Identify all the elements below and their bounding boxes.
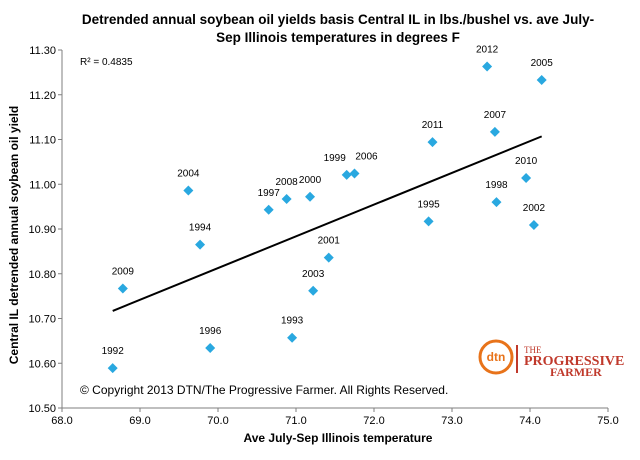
dtn-logo-text: dtn <box>487 350 506 364</box>
data-point-marker <box>341 169 352 180</box>
data-point-marker <box>536 74 547 85</box>
data-point-label: 2011 <box>422 120 444 131</box>
data-point-label: 1994 <box>189 223 212 234</box>
data-point-label: 1995 <box>417 199 440 210</box>
data-point-marker <box>117 283 128 294</box>
x-axis-title: Ave July-Sep Illinois temperature <box>244 431 433 445</box>
plot-area: 68.0 69.0 70.0 71.0 72.0 73.0 74.0 75.0 10.50 10.… <box>28 45 618 427</box>
data-point-marker <box>263 204 274 215</box>
data-point-label: 1998 <box>485 180 508 191</box>
y-tick-label: 11.20 <box>29 90 56 102</box>
data-point-label: 1997 <box>258 188 281 199</box>
data-point-label: 2010 <box>515 156 538 167</box>
dtn-logo-circle <box>478 339 514 375</box>
y-axis-title: Central IL detrended annual soybean oil … <box>7 106 21 365</box>
data-point-marker <box>323 252 334 263</box>
x-tick-label: 74.0 <box>519 415 540 427</box>
trendline <box>112 135 543 312</box>
y-tick-label: 10.60 <box>28 358 56 370</box>
data-point-marker <box>489 126 500 137</box>
y-tick-label: 10.70 <box>28 314 56 326</box>
data-point-marker <box>305 191 316 202</box>
data-point-marker <box>349 168 360 179</box>
data-point-label: 1999 <box>324 153 347 164</box>
data-point-marker <box>195 239 206 250</box>
data-point-label: 2006 <box>355 152 378 163</box>
data-point-marker <box>183 185 194 196</box>
data-point-label: 2001 <box>318 236 341 247</box>
y-tick-label: 10.90 <box>28 224 56 236</box>
x-tick-label: 75.0 <box>597 415 618 427</box>
data-point-marker <box>107 363 118 374</box>
data-point-label: 2004 <box>177 169 200 180</box>
data-point-label: 2007 <box>484 110 507 121</box>
data-point-marker <box>205 343 216 354</box>
data-point-label: 1996 <box>199 326 222 337</box>
x-tick-label: 73.0 <box>441 415 462 427</box>
chart-title-line-2: Sep Illinois temperatures in degrees F <box>216 30 460 45</box>
data-point-label: 2012 <box>476 45 499 56</box>
data-point-marker <box>423 216 434 227</box>
chart-title-line-1: Detrended annual soybean oil yields basi… <box>82 12 594 27</box>
x-tick-label: 71.0 <box>285 415 306 427</box>
x-tick-label: 72.0 <box>363 415 384 427</box>
data-point-marker <box>482 61 493 72</box>
logo-line-farmer: FARMER <box>550 365 602 379</box>
data-point-marker <box>287 332 298 343</box>
x-tick-label: 70.0 <box>207 415 228 427</box>
data-point-marker <box>521 172 532 183</box>
data-point-label: 1993 <box>281 316 304 327</box>
data-point-label: 2002 <box>523 203 546 214</box>
y-tick-label: 10.80 <box>28 269 56 281</box>
logo-line-the: THE <box>524 345 542 355</box>
progressive-farmer-logo: dtn THE PROGRESSIVE FARMER <box>478 339 624 379</box>
data-point-marker <box>528 219 539 230</box>
copyright-notice: © Copyright 2013 DTN/The Progressive Far… <box>80 383 448 397</box>
y-tick-label: 11.30 <box>29 45 56 57</box>
x-tick-label: 69.0 <box>129 415 150 427</box>
data-point-label: 2003 <box>302 269 325 280</box>
r-squared-label: R² = 0.4835 <box>80 57 133 68</box>
data-point-label: 1992 <box>102 346 125 357</box>
data-point-label: 2000 <box>299 175 322 186</box>
data-point-marker <box>281 194 292 205</box>
logo-line-progressive: PROGRESSIVE <box>524 354 624 369</box>
data-point-label: 2009 <box>112 267 135 278</box>
data-point-label: 2008 <box>276 177 299 188</box>
logo-divider <box>516 345 518 373</box>
data-point-marker <box>491 197 502 208</box>
y-tick-label: 10.50 <box>28 403 56 415</box>
data-point-marker <box>308 285 319 296</box>
y-tick-label: 11.00 <box>29 179 56 191</box>
data-point-marker <box>427 137 438 148</box>
x-tick-label: 68.0 <box>51 415 72 427</box>
data-point-label: 2005 <box>531 58 554 69</box>
y-tick-label: 11.10 <box>29 135 56 147</box>
